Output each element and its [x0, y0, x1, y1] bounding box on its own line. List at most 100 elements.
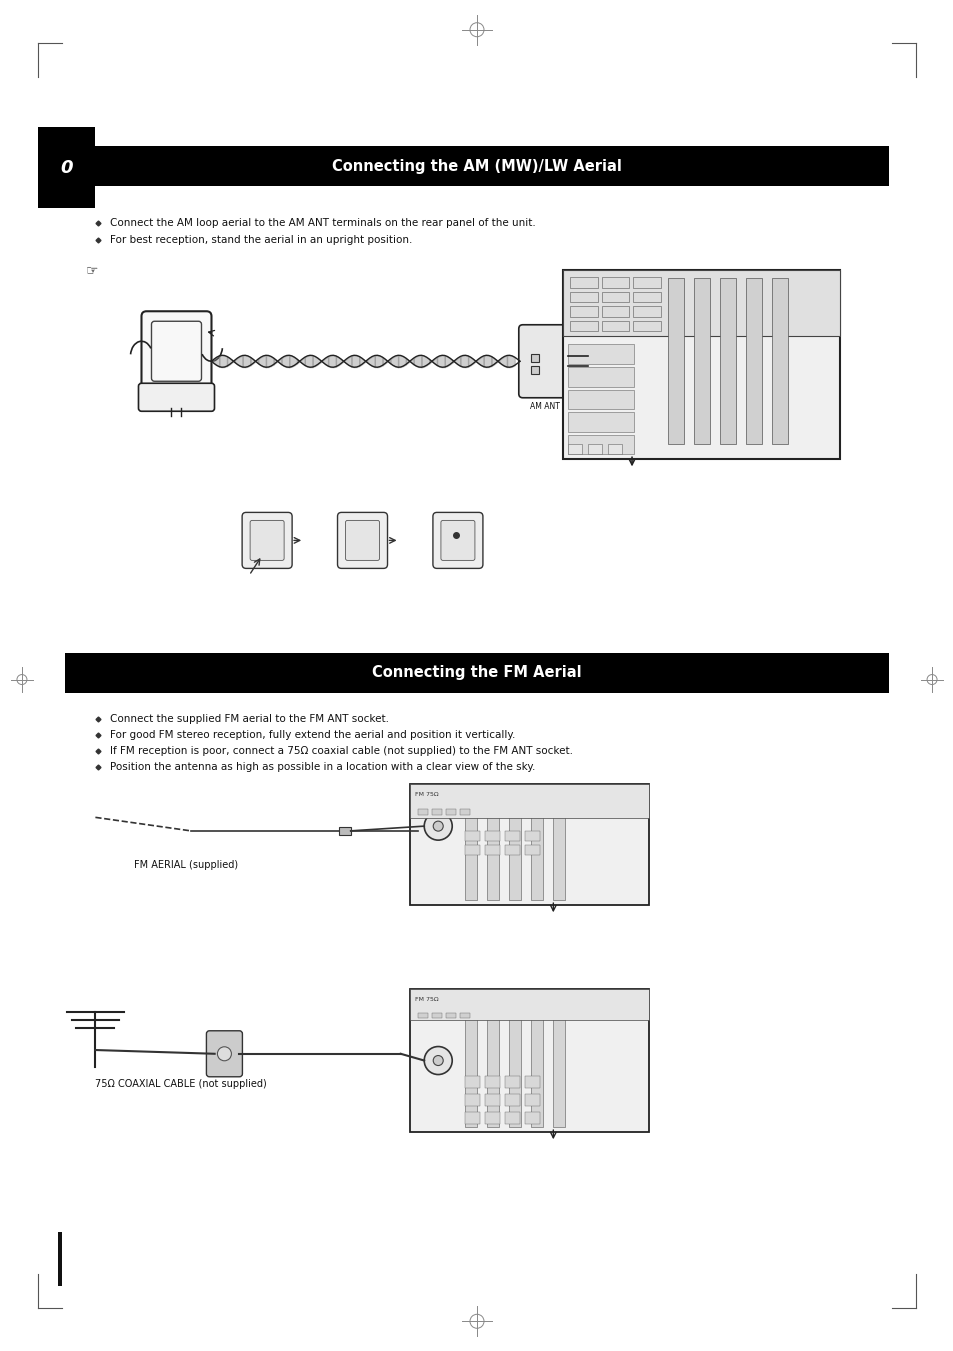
Circle shape — [433, 821, 443, 831]
Bar — [65, 146, 888, 186]
Bar — [667, 278, 683, 444]
Text: ☞: ☞ — [86, 263, 98, 277]
Bar — [465, 831, 479, 842]
FancyBboxPatch shape — [433, 512, 482, 569]
Text: FM 75Ω: FM 75Ω — [415, 792, 438, 797]
FancyBboxPatch shape — [337, 512, 387, 569]
Text: AM ANT: AM ANT — [530, 401, 559, 411]
Bar — [410, 989, 648, 1020]
Bar — [567, 345, 634, 363]
Bar — [487, 789, 498, 900]
Text: FM AERIAL (supplied): FM AERIAL (supplied) — [133, 859, 237, 870]
Bar — [410, 784, 648, 817]
Bar — [771, 278, 787, 444]
Text: Position the antenna as high as possible in a location with a clear view of the : Position the antenna as high as possible… — [111, 762, 535, 773]
Bar — [601, 292, 629, 303]
Bar — [432, 1013, 442, 1019]
Text: 0: 0 — [60, 158, 73, 177]
Bar — [569, 277, 597, 288]
Bar — [525, 1094, 539, 1106]
Bar — [567, 389, 634, 409]
Bar — [525, 1077, 539, 1088]
Bar — [567, 444, 581, 454]
Bar — [553, 789, 564, 900]
Bar — [410, 784, 648, 905]
Bar — [531, 994, 542, 1127]
Bar — [505, 831, 519, 842]
FancyBboxPatch shape — [152, 322, 201, 381]
Bar — [607, 444, 621, 454]
Bar — [569, 320, 597, 331]
Bar — [531, 789, 542, 900]
Bar — [567, 435, 634, 454]
Bar — [693, 278, 709, 444]
Bar — [530, 366, 538, 374]
Bar — [485, 846, 499, 855]
Circle shape — [217, 1047, 232, 1061]
Text: 75Ω COAXIAL CABLE (not supplied): 75Ω COAXIAL CABLE (not supplied) — [95, 1078, 267, 1089]
Bar — [417, 1013, 428, 1019]
Bar — [633, 277, 660, 288]
Bar — [601, 277, 629, 288]
Bar — [530, 354, 538, 362]
Bar — [562, 270, 839, 459]
Bar — [485, 1094, 499, 1106]
FancyBboxPatch shape — [518, 324, 571, 397]
Bar — [417, 809, 428, 815]
Bar — [446, 1013, 456, 1019]
Bar — [459, 1013, 470, 1019]
Circle shape — [433, 1055, 443, 1066]
Bar — [525, 1112, 539, 1124]
Bar — [446, 809, 456, 815]
Bar — [525, 846, 539, 855]
Bar — [601, 307, 629, 317]
Text: Connecting the FM Aerial: Connecting the FM Aerial — [372, 665, 581, 681]
Bar — [465, 994, 476, 1127]
Bar — [720, 278, 735, 444]
Circle shape — [424, 1047, 452, 1074]
Text: If FM reception is poor, connect a 75Ω coaxial cable (not supplied) to the FM AN: If FM reception is poor, connect a 75Ω c… — [111, 746, 573, 757]
FancyBboxPatch shape — [242, 512, 292, 569]
Text: FM 75Ω: FM 75Ω — [415, 997, 438, 1002]
FancyBboxPatch shape — [345, 520, 379, 561]
Bar — [505, 1094, 519, 1106]
Bar — [410, 989, 648, 1132]
FancyBboxPatch shape — [138, 384, 214, 411]
Bar — [485, 831, 499, 842]
Text: Connecting the AM (MW)/LW Aerial: Connecting the AM (MW)/LW Aerial — [332, 158, 621, 174]
FancyBboxPatch shape — [440, 520, 475, 561]
Bar — [505, 846, 519, 855]
Bar — [633, 307, 660, 317]
Bar — [569, 292, 597, 303]
Bar — [569, 307, 597, 317]
Bar — [525, 831, 539, 842]
Text: Connect the AM loop aerial to the AM ANT terminals on the rear panel of the unit: Connect the AM loop aerial to the AM ANT… — [111, 218, 536, 228]
Bar — [432, 809, 442, 815]
Bar — [601, 320, 629, 331]
FancyBboxPatch shape — [206, 1031, 242, 1077]
Bar — [465, 1112, 479, 1124]
Bar — [509, 994, 520, 1127]
Bar — [487, 994, 498, 1127]
Bar — [587, 444, 601, 454]
Bar — [505, 1077, 519, 1088]
FancyBboxPatch shape — [250, 520, 284, 561]
Text: For best reception, stand the aerial in an upright position.: For best reception, stand the aerial in … — [111, 235, 413, 246]
Bar — [509, 789, 520, 900]
Bar — [745, 278, 761, 444]
Bar — [338, 827, 351, 835]
Bar — [65, 653, 888, 693]
Bar — [553, 994, 564, 1127]
Text: Connect the supplied FM aerial to the FM ANT socket.: Connect the supplied FM aerial to the FM… — [111, 713, 389, 724]
Bar — [38, 127, 95, 208]
Bar — [459, 809, 470, 815]
Bar — [562, 270, 839, 336]
Text: For good FM stereo reception, fully extend the aerial and position it vertically: For good FM stereo reception, fully exte… — [111, 730, 515, 740]
Bar — [567, 367, 634, 386]
FancyBboxPatch shape — [141, 311, 212, 392]
Bar — [465, 846, 479, 855]
Bar — [633, 320, 660, 331]
Bar — [633, 292, 660, 303]
Circle shape — [424, 812, 452, 840]
Bar — [505, 1112, 519, 1124]
